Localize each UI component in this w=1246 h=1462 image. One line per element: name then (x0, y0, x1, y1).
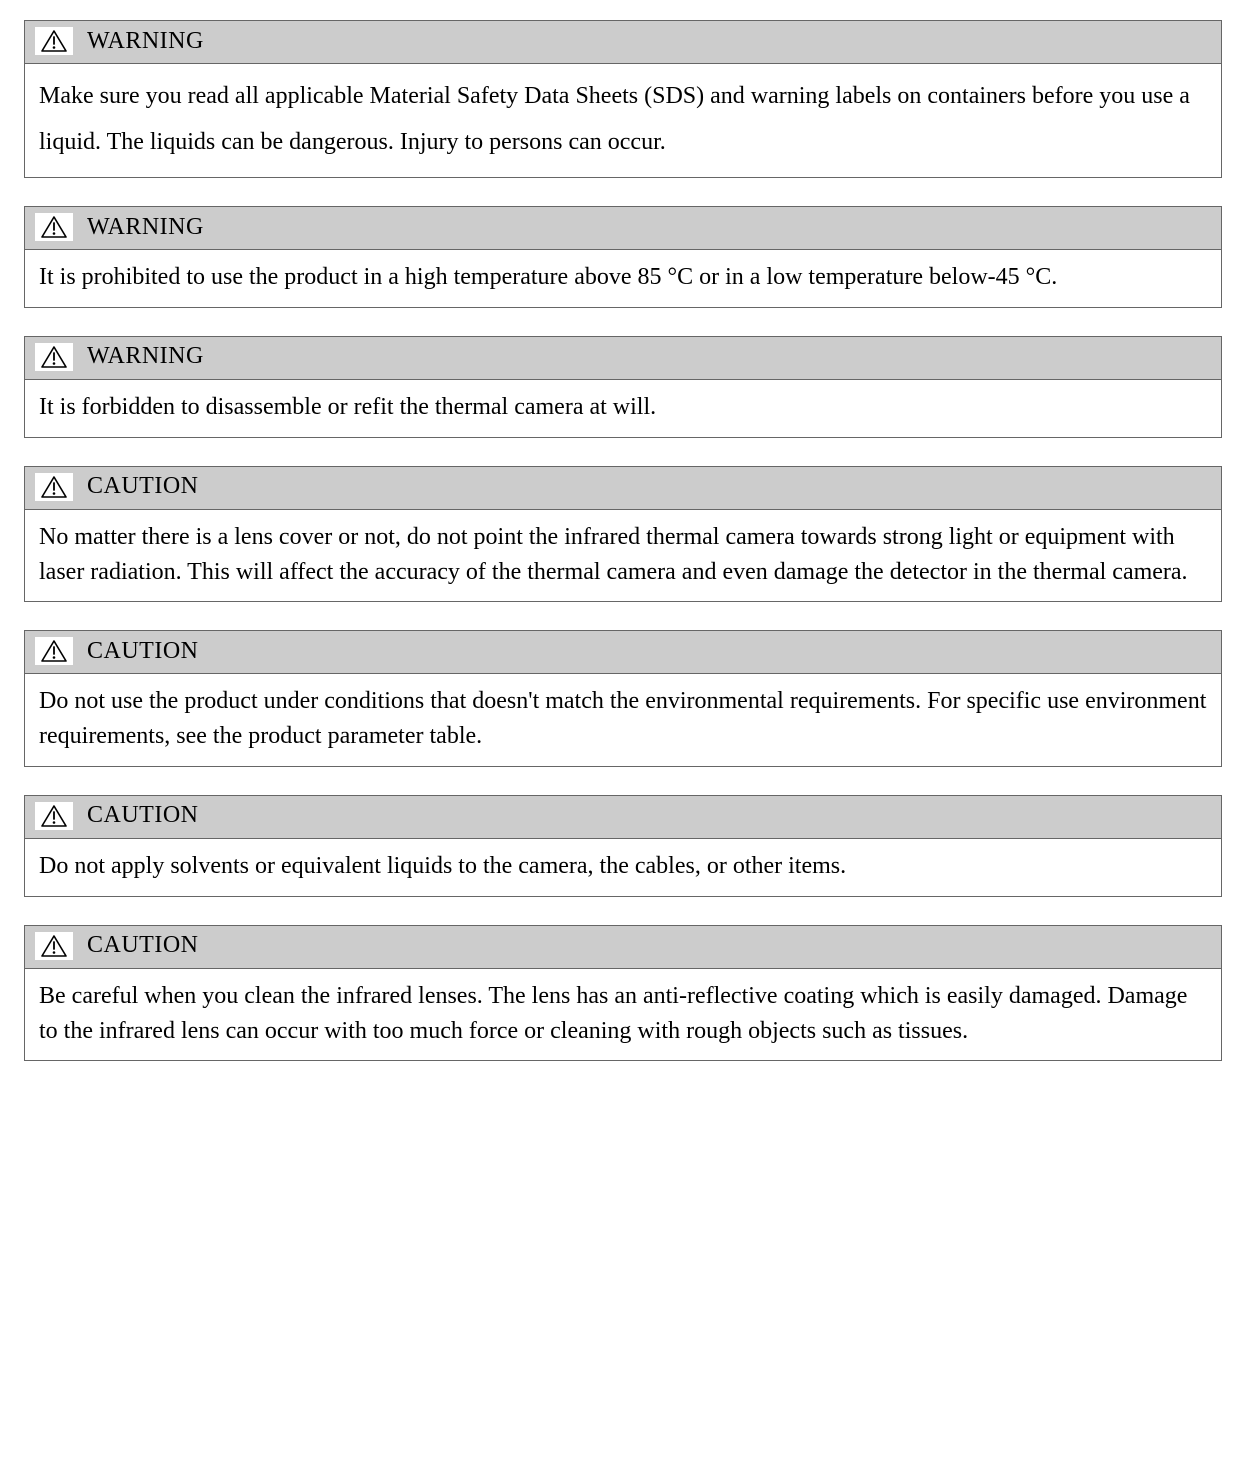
notice-label: WARNING (87, 28, 204, 55)
notice-body: Make sure you read all applicable Materi… (25, 64, 1221, 177)
notice-body: Do not use the product under conditions … (25, 674, 1221, 766)
warning-icon (35, 802, 73, 830)
warning-icon (35, 343, 73, 371)
notice-label: WARNING (87, 343, 204, 370)
notice-body: No matter there is a lens cover or not, … (25, 510, 1221, 602)
warning-icon (35, 27, 73, 55)
notice-body: It is prohibited to use the product in a… (25, 250, 1221, 307)
notice-box: CAUTION Do not apply solvents or equival… (24, 795, 1222, 897)
notice-header: WARNING (25, 21, 1221, 64)
notice-header: CAUTION (25, 631, 1221, 674)
notice-header: CAUTION (25, 796, 1221, 839)
notice-body: It is forbidden to disassemble or refit … (25, 380, 1221, 437)
notice-header: WARNING (25, 337, 1221, 380)
notice-label: WARNING (87, 214, 204, 241)
notice-box: WARNING It is prohibited to use the prod… (24, 206, 1222, 308)
warning-icon (35, 473, 73, 501)
notice-body: Do not apply solvents or equivalent liqu… (25, 839, 1221, 896)
warning-icon (35, 213, 73, 241)
notice-header: WARNING (25, 207, 1221, 250)
warning-icon (35, 932, 73, 960)
notice-body: Be careful when you clean the infrared l… (25, 969, 1221, 1061)
notice-box: CAUTION No matter there is a lens cover … (24, 466, 1222, 603)
notice-box: WARNING It is forbidden to disassemble o… (24, 336, 1222, 438)
warning-icon (35, 637, 73, 665)
notice-label: CAUTION (87, 638, 199, 665)
notice-label: CAUTION (87, 932, 199, 959)
notice-header: CAUTION (25, 467, 1221, 510)
notice-box: WARNING Make sure you read all applicabl… (24, 20, 1222, 178)
notice-box: CAUTION Do not use the product under con… (24, 630, 1222, 767)
notice-label: CAUTION (87, 473, 199, 500)
notice-box: CAUTION Be careful when you clean the in… (24, 925, 1222, 1062)
notice-label: CAUTION (87, 802, 199, 829)
notice-header: CAUTION (25, 926, 1221, 969)
